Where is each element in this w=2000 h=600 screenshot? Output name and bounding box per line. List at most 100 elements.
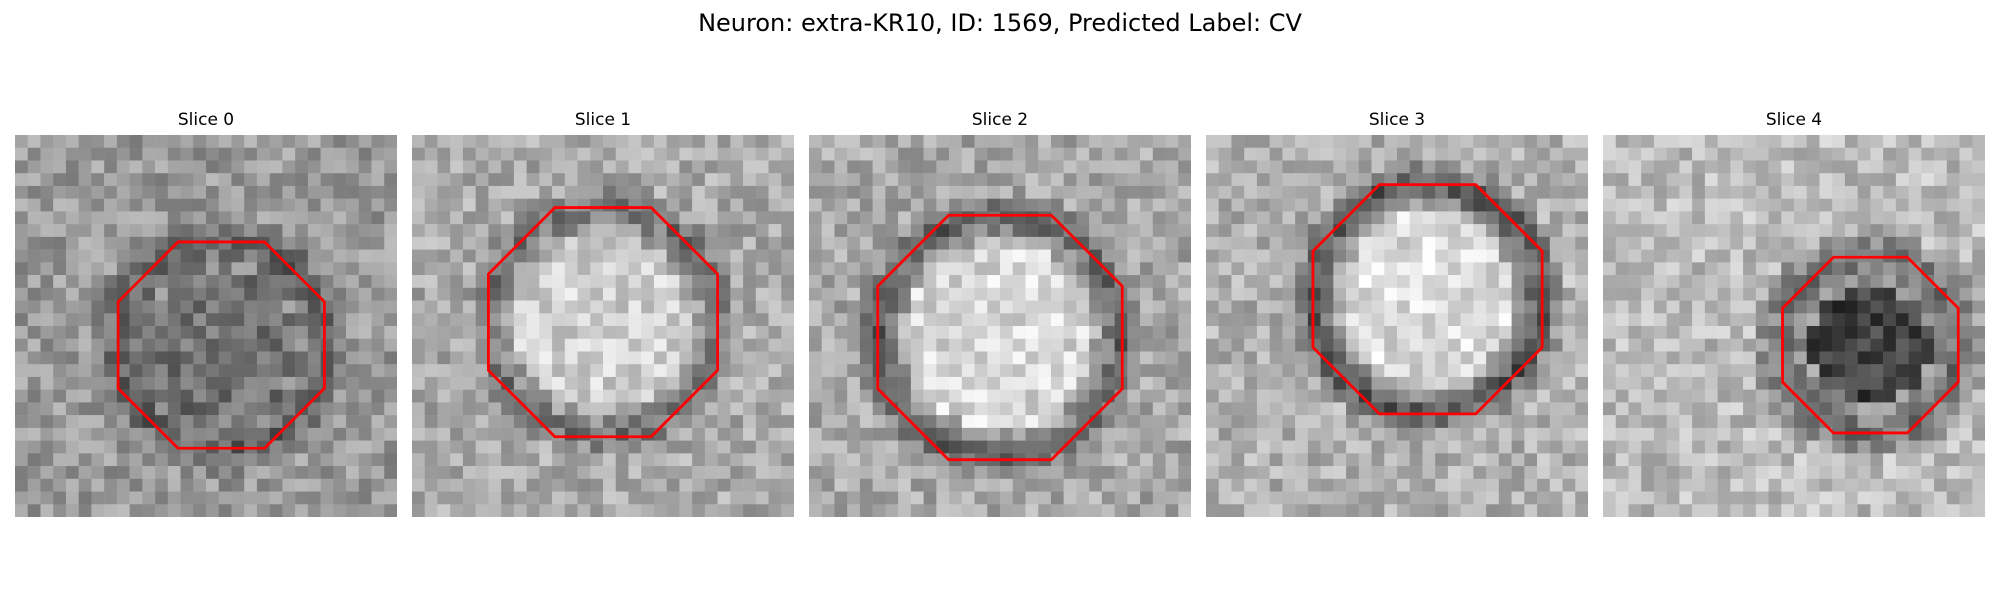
- pixel: [1895, 364, 1909, 378]
- pixel: [1934, 313, 1948, 327]
- pixel: [1409, 326, 1423, 339]
- pixel: [949, 173, 963, 187]
- pixel: [1679, 147, 1693, 161]
- pixel: [730, 300, 744, 314]
- pixel: [666, 147, 680, 161]
- pixel: [1755, 173, 1769, 187]
- pixel: [717, 300, 731, 314]
- pixel: [104, 376, 118, 390]
- pixel: [743, 313, 757, 327]
- pixel: [1883, 338, 1897, 352]
- pixel: [872, 402, 886, 416]
- pixel: [1282, 224, 1296, 238]
- pixel: [1231, 236, 1245, 250]
- pixel: [104, 185, 118, 199]
- pixel: [91, 160, 105, 174]
- pixel: [1333, 198, 1347, 212]
- pixel: [1152, 402, 1166, 416]
- pixel: [679, 249, 693, 263]
- pixel: [1320, 198, 1334, 212]
- pixel: [1178, 300, 1191, 314]
- pixel: [180, 402, 194, 416]
- pixel: [1012, 491, 1026, 505]
- pixel: [78, 262, 92, 276]
- pixel: [1178, 185, 1191, 199]
- pixel: [358, 415, 372, 429]
- pixel: [1832, 402, 1846, 416]
- pixel: [1730, 415, 1744, 429]
- pixel: [501, 198, 515, 212]
- pixel: [704, 351, 718, 365]
- pixel: [167, 326, 181, 339]
- pixel: [437, 351, 451, 365]
- pixel: [346, 249, 360, 263]
- pixel: [371, 160, 385, 174]
- pixel: [1231, 147, 1245, 161]
- pixel: [142, 453, 156, 467]
- pixel: [193, 198, 207, 212]
- pixel: [1089, 504, 1103, 517]
- pixel: [462, 504, 476, 517]
- pixel: [1397, 351, 1410, 365]
- pixel: [1628, 287, 1642, 301]
- pixel: [885, 224, 899, 238]
- pixel: [1282, 173, 1296, 187]
- pixel: [1473, 491, 1487, 505]
- pixel: [295, 402, 309, 416]
- pixel: [488, 376, 502, 390]
- pixel: [1641, 338, 1655, 352]
- pixel: [1101, 185, 1115, 199]
- pixel: [1511, 173, 1525, 187]
- pixel: [526, 504, 540, 517]
- pixel: [1178, 287, 1191, 301]
- pixel: [15, 287, 28, 301]
- pixel: [552, 504, 566, 517]
- pixel: [1384, 491, 1398, 505]
- pixel: [615, 173, 629, 187]
- pixel: [231, 415, 245, 429]
- pixel: [1231, 402, 1245, 416]
- pixel: [1127, 173, 1141, 187]
- pixel: [1089, 173, 1103, 187]
- pixel: [462, 326, 476, 339]
- pixel: [1486, 427, 1500, 441]
- pixel: [206, 491, 219, 505]
- pixel: [1231, 376, 1245, 390]
- pixel: [577, 364, 591, 378]
- pixel: [1422, 402, 1436, 416]
- pixel: [730, 466, 744, 480]
- pixel: [231, 389, 245, 403]
- pixel: [949, 135, 963, 148]
- pixel: [809, 376, 822, 390]
- pixel: [1717, 466, 1731, 480]
- pixel: [1819, 287, 1833, 301]
- pixel: [1384, 427, 1398, 441]
- pixel: [1409, 236, 1423, 250]
- pixel: [768, 389, 782, 403]
- pixel: [809, 135, 822, 148]
- pixel: [1460, 376, 1474, 390]
- pixel: [320, 262, 334, 276]
- pixel: [1473, 364, 1487, 378]
- pixel: [1282, 236, 1296, 250]
- pixel: [898, 249, 912, 263]
- pixel: [1384, 389, 1398, 403]
- pixel: [1114, 211, 1128, 225]
- pixel: [1152, 376, 1166, 390]
- pixel: [1231, 262, 1245, 276]
- pixel: [1307, 262, 1321, 276]
- pixel: [1806, 173, 1820, 187]
- pixel: [717, 427, 731, 441]
- pixel: [475, 427, 489, 441]
- pixel: [590, 135, 604, 148]
- pixel: [256, 160, 270, 174]
- pixel: [1562, 236, 1576, 250]
- pixel: [1269, 313, 1283, 327]
- pixel: [513, 198, 527, 212]
- pixel: [104, 173, 118, 187]
- pixel: [898, 275, 912, 289]
- pixel: [1921, 351, 1935, 365]
- pixel: [269, 351, 283, 365]
- pixel: [717, 198, 731, 212]
- pixel: [717, 389, 731, 403]
